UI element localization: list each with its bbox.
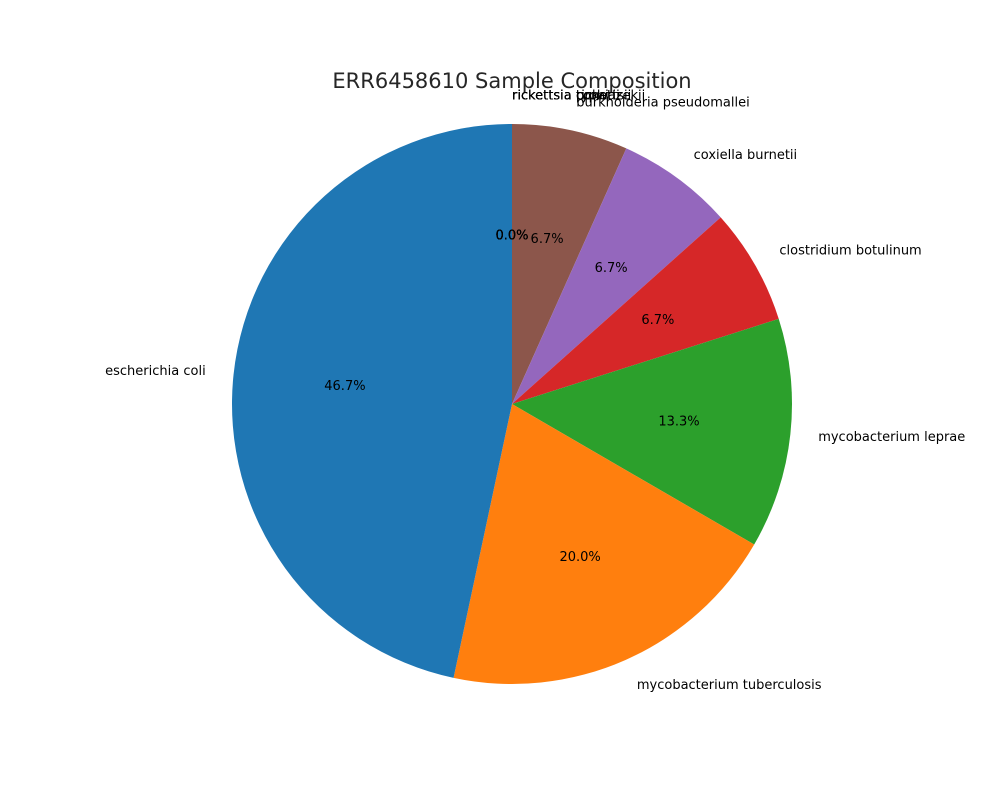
pie-slice-mycobacterium-leprae bbox=[512, 318, 792, 545]
pct-label-mycobacterium-leprae: 13.3% bbox=[658, 415, 699, 430]
pct-label-coxiella-burnetii: 6.7% bbox=[595, 261, 628, 276]
slice-label-mycobacterium-leprae: mycobacterium leprae bbox=[818, 430, 965, 445]
pct-label-escherichia-coli: 46.7% bbox=[324, 379, 365, 394]
pct-label-mycobacterium-tuberculosis: 20.0% bbox=[559, 550, 600, 565]
pie-slice-burkholderia-pseudomallei bbox=[512, 124, 627, 404]
pct-label-rickettsia-typhi: 0.0% bbox=[495, 229, 528, 244]
slice-label-burkholderia-pseudomallei: burkholderia pseudomallei bbox=[576, 95, 749, 110]
pie-slice-clostridium-botulinum bbox=[512, 217, 779, 404]
slice-label-clostridium-botulinum: clostridium botulinum bbox=[779, 244, 921, 259]
slices-layer bbox=[231, 124, 792, 685]
pct-label-rickettsia-rickettsii: 0.0% bbox=[495, 229, 528, 244]
chart-title: ERR6458610 Sample Composition bbox=[332, 69, 691, 93]
pct-label-rickettsia-conorii: 0.0% bbox=[495, 229, 528, 244]
pct-label-burkholderia-pseudomallei: 6.7% bbox=[531, 232, 564, 247]
pct-label-rickettsia-prowazekii: 0.0% bbox=[495, 229, 528, 244]
slice-label-rickettsia-prowazekii: rickettsia prowazekii bbox=[512, 89, 645, 104]
pct-label-clostridium-botulinum: 6.7% bbox=[641, 313, 674, 328]
slice-label-coxiella-burnetii: coxiella burnetii bbox=[694, 148, 798, 163]
slice-label-mycobacterium-tuberculosis: mycobacterium tuberculosis bbox=[637, 678, 822, 693]
labels-layer: rickettsia prowazekii 0.0% rickettsia rick… bbox=[105, 89, 965, 694]
slice-label-escherichia-coli: escherichia coli bbox=[105, 364, 206, 379]
pie-slice-mycobacterium-tuberculosis bbox=[453, 404, 755, 685]
slice-label-rickettsia-rickettsii: rickettsia rickettsii bbox=[512, 89, 631, 104]
pie-slice-escherichia-coli bbox=[231, 124, 512, 678]
slice-label-rickettsia-conorii: rickettsia conorii bbox=[512, 89, 620, 104]
slice-label-rickettsia-typhi: rickettsia typhi bbox=[512, 89, 609, 104]
pie-slice-coxiella-burnetii bbox=[512, 148, 721, 404]
